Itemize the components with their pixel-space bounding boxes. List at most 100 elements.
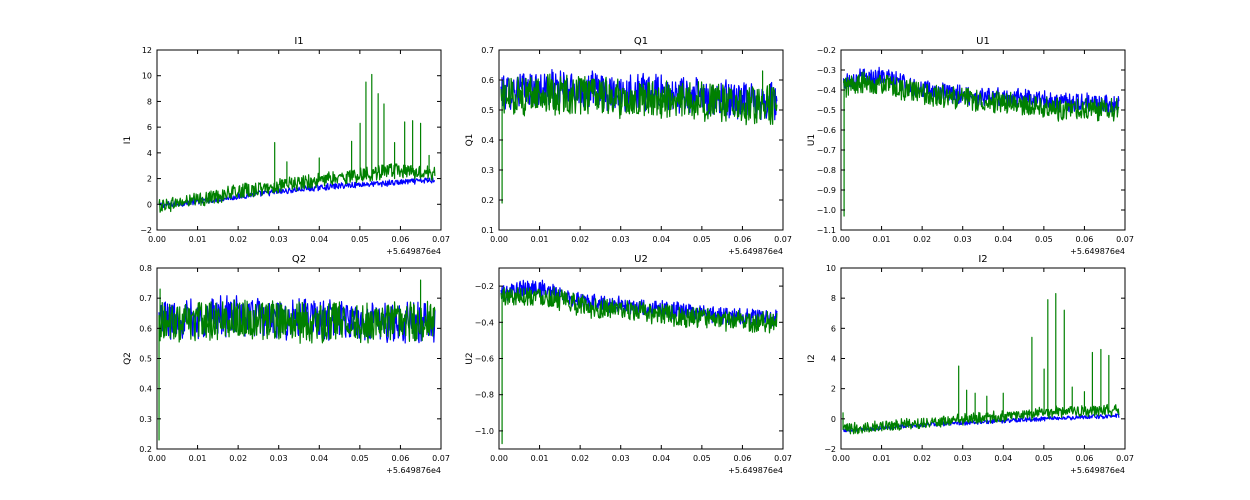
- x-tick-label: 0.05: [351, 454, 369, 463]
- x-offset-label: +5.649876e4: [728, 247, 783, 256]
- x-tick-label: 0.06: [392, 235, 410, 244]
- series-line-2: [842, 293, 1120, 435]
- axes-background: [841, 50, 1125, 230]
- x-tick-label: 0.05: [1035, 454, 1053, 463]
- x-tick-label: 0.00: [832, 454, 850, 463]
- y-tick-label: 0.6: [481, 76, 494, 85]
- x-offset-label: +5.649876e4: [1070, 247, 1125, 256]
- y-tick-label: −0.2: [817, 46, 836, 55]
- x-tick-label: 0.07: [1116, 235, 1134, 244]
- y-tick-label: 2: [831, 385, 836, 394]
- subplot-title: I1: [294, 36, 303, 47]
- x-tick-label: 0.00: [148, 235, 166, 244]
- x-tick-label: 0.01: [873, 235, 891, 244]
- data-area: [158, 73, 436, 213]
- x-tick-label: 0.01: [189, 235, 207, 244]
- x-tick-label: 0.04: [994, 235, 1012, 244]
- x-tick-label: 0.07: [1116, 454, 1134, 463]
- x-tick-label: 0.01: [873, 454, 891, 463]
- x-offset-label: +5.649876e4: [386, 247, 441, 256]
- axes-background: [157, 268, 441, 449]
- x-tick-label: 0.05: [693, 235, 711, 244]
- y-tick-label: 0.2: [481, 196, 494, 205]
- y-tick-label: −0.9: [817, 186, 836, 195]
- x-tick-label: 0.03: [954, 235, 972, 244]
- y-tick-label: −0.6: [817, 126, 836, 135]
- subplot-q2: 0.00 0.01 0.02 0.03 0.04 0.05 0.06 0.07 0.2 0.3 0.…: [123, 254, 450, 475]
- y-tick-label: −0.4: [817, 86, 836, 95]
- x-tick-label: 0.01: [189, 454, 207, 463]
- x-tick-label: 0.00: [490, 454, 508, 463]
- y-tick-label: −1.0: [475, 427, 494, 436]
- x-tick-label: 0.06: [734, 454, 752, 463]
- y-tick-label: −0.8: [817, 166, 836, 175]
- y-tick-label: 4: [147, 149, 152, 158]
- y-tick-label: 0.7: [139, 294, 152, 303]
- y-tick-label: 0.2: [139, 445, 152, 454]
- y-tick-label: −1.0: [817, 206, 836, 215]
- x-tick-label: 0.06: [1076, 235, 1094, 244]
- x-tick-label: 0.02: [913, 454, 931, 463]
- y-tick-label: 2: [147, 175, 152, 184]
- y-tick-label: −0.3: [817, 66, 836, 75]
- x-tick-label: 0.02: [571, 454, 589, 463]
- x-tick-label: 0.02: [913, 235, 931, 244]
- y-tick-label: 0.4: [139, 385, 152, 394]
- x-tick-label: 0.01: [531, 235, 549, 244]
- subplot-title: Q1: [634, 36, 648, 47]
- x-tick-label: 0.06: [392, 454, 410, 463]
- y-tick-label: −0.7: [817, 146, 836, 155]
- x-tick-label: 0.07: [774, 235, 792, 244]
- x-tick-label: 0.04: [652, 235, 670, 244]
- series-line-1: [500, 279, 778, 327]
- y-tick-label: 8: [831, 294, 836, 303]
- data-area: [500, 279, 778, 445]
- x-tick-label: 0.04: [310, 454, 328, 463]
- x-tick-label: 0.03: [270, 454, 288, 463]
- series-line-2: [842, 71, 1120, 217]
- axes-background: [841, 268, 1125, 449]
- y-axis-label: Q1: [465, 134, 475, 147]
- y-axis-label: I1: [123, 136, 133, 144]
- y-axis-label: U2: [465, 352, 475, 364]
- x-offset-label: +5.649876e4: [386, 466, 441, 475]
- x-tick-label: 0.04: [652, 454, 670, 463]
- x-tick-label: 0.05: [1035, 235, 1053, 244]
- x-tick-label: 0.04: [994, 454, 1012, 463]
- x-tick-label: 0.00: [148, 454, 166, 463]
- y-tick-label: 8: [147, 97, 152, 106]
- y-tick-label: 0.6: [139, 324, 152, 333]
- x-tick-label: 0.05: [351, 235, 369, 244]
- y-axis-label: Q2: [123, 352, 133, 365]
- y-axis-label: U1: [807, 134, 817, 146]
- subplot-u2: 0.00 0.01 0.02 0.03 0.04 0.05 0.06 0.07 −1.0 −0.8…: [465, 254, 792, 475]
- series-line-2: [158, 279, 436, 441]
- x-tick-label: 0.02: [229, 235, 247, 244]
- x-offset-label: +5.649876e4: [1070, 466, 1125, 475]
- y-tick-label: 12: [142, 46, 152, 55]
- y-tick-label: 0: [147, 200, 152, 209]
- axes-background: [499, 50, 783, 230]
- series-line-1: [158, 295, 436, 344]
- y-axis-label: I2: [807, 354, 817, 362]
- y-tick-label: −0.8: [475, 391, 494, 400]
- y-tick-label: 0.1: [481, 226, 494, 235]
- y-tick-label: 6: [831, 324, 836, 333]
- subplot-i2: 0.00 0.01 0.02 0.03 0.04 0.05 0.06 0.07 −2 0 2 4 6 8 1…: [807, 254, 1134, 475]
- x-tick-label: 0.03: [270, 235, 288, 244]
- x-tick-label: 0.00: [490, 235, 508, 244]
- axes-background: [499, 268, 783, 449]
- y-tick-label: 0.3: [139, 415, 152, 424]
- x-tick-label: 0.03: [612, 454, 630, 463]
- axes-frame: [840, 49, 1126, 231]
- y-tick-label: −0.2: [475, 282, 494, 291]
- y-tick-label: −0.4: [475, 318, 494, 327]
- series-line-2: [500, 286, 778, 445]
- subplot-q1: 0.00 0.01 0.02 0.03 0.04 0.05 0.06 0.07 0.1 0.2 0.…: [465, 36, 792, 256]
- data-area: [842, 293, 1120, 435]
- subplot-title: I2: [978, 254, 987, 265]
- x-tick-label: 0.03: [954, 454, 972, 463]
- subplot-i1: 0.00 0.01 0.02 0.03 0.04 0.05 0.06 0.07 −2 0 2 4 6 8 1…: [123, 36, 450, 256]
- y-tick-label: −0.5: [817, 106, 836, 115]
